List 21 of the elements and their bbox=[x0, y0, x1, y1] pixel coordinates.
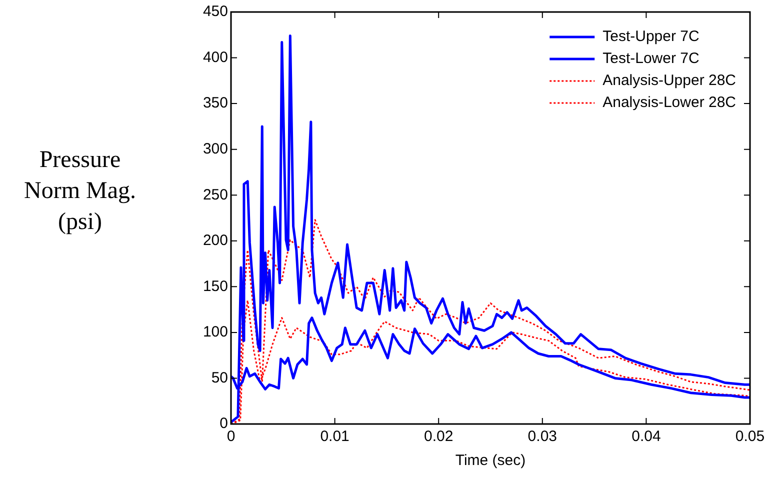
y-axis-title: Pressure Norm Mag. (psi) bbox=[23, 146, 137, 237]
x-tick-label: 0.04 bbox=[632, 428, 661, 446]
y-tick-label: 350 bbox=[202, 94, 228, 112]
legend-label: Test-Upper 7C bbox=[602, 28, 700, 46]
y-tick-label: 50 bbox=[211, 369, 228, 386]
y-tick-label: 100 bbox=[202, 324, 228, 341]
y-tick-label: 200 bbox=[202, 232, 228, 250]
x-tick-label: 0.05 bbox=[735, 428, 765, 446]
x-tick-label: 0.02 bbox=[424, 428, 454, 446]
legend-label: Analysis-Upper 28C bbox=[602, 72, 736, 90]
y-tick-label: 0 bbox=[220, 415, 228, 432]
y-tick-label: 150 bbox=[202, 278, 228, 295]
y-tick-label: 250 bbox=[202, 186, 228, 204]
y-tick-label: 300 bbox=[202, 140, 228, 158]
legend-label: Test-Lower 7C bbox=[602, 50, 700, 68]
y-tick-label: 400 bbox=[202, 48, 228, 66]
x-tick-label: 0.01 bbox=[320, 428, 350, 446]
x-tick-label: 0.03 bbox=[528, 428, 557, 446]
y-tick-label: 450 bbox=[202, 3, 228, 20]
x-axis-title: Time (sec) bbox=[455, 452, 526, 470]
legend-label: Analysis-Lower 28C bbox=[602, 94, 736, 112]
